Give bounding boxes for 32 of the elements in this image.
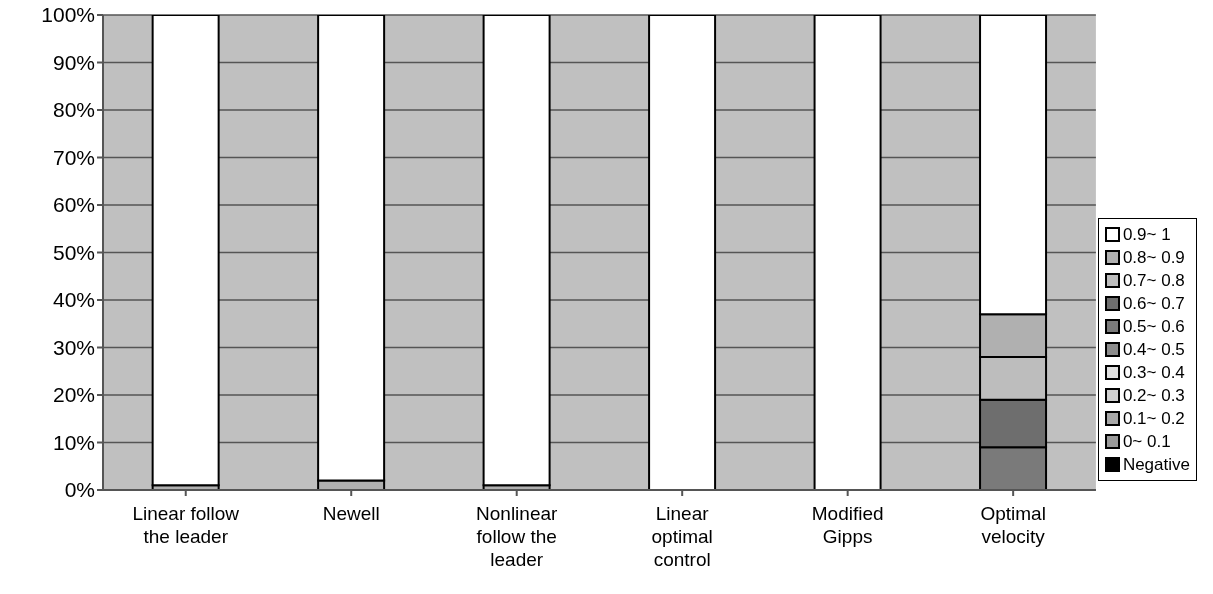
y-tick-label: 60% [52,193,95,217]
y-tick-label: 0% [64,478,95,502]
x-tick-label: Linear optimal control [651,503,713,570]
legend-label: 0.8~ 0.9 [1122,247,1185,268]
legend-label: 0.7~ 0.8 [1122,270,1185,291]
x-tick-label: Modified Gipps [811,503,884,547]
legend-label: 0.5~ 0.6 [1122,316,1185,337]
bar [648,15,717,490]
y-tick-label: 30% [52,335,95,359]
legend-label: 0.9~ 1 [1122,224,1171,245]
y-tick-label: 100% [41,3,95,27]
x-tick-label: Nonlinear follow the leader [476,503,559,570]
bar [482,15,551,487]
y-tick-label: 80% [52,98,95,122]
y-tick-label: 90% [52,50,95,74]
y-tick-label: 10% [52,430,95,454]
legend-label: 0.1~ 0.2 [1122,408,1185,429]
y-tick-label: 20% [52,383,95,407]
x-tick-label: Linear follow the leader [132,503,240,547]
legend-label: 0.4~ 0.5 [1122,339,1185,360]
y-tick-label: 40% [52,288,95,312]
x-tick-label: Optimal velocity [980,503,1046,547]
y-tick-label: 70% [52,145,95,169]
legend-label: 0.6~ 0.7 [1122,293,1185,314]
legend-label: Negative [1122,454,1190,475]
bar [813,15,882,490]
bar [151,15,220,487]
legend-label: 0~ 0.1 [1122,431,1171,452]
y-tick-label: 50% [52,240,95,264]
legend-label: 0.3~ 0.4 [1122,362,1185,383]
x-tick-label: Newell [322,503,380,524]
legend-label: 0.2~ 0.3 [1122,385,1185,406]
